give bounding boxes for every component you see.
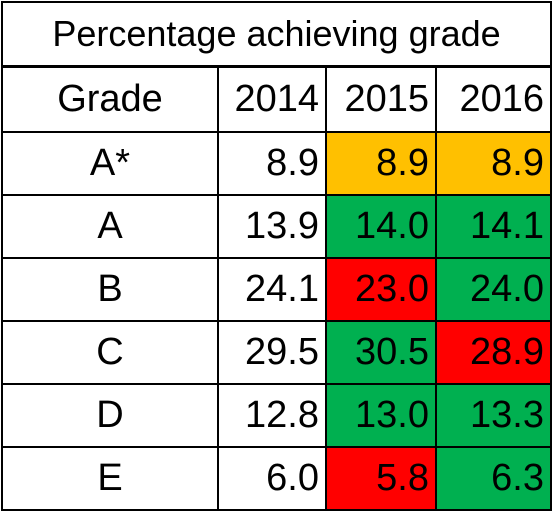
column-header-2014: 2014 [217,65,327,133]
table-row: A 13.9 14.0 14.1 [1,194,552,259]
value-cell-2015: 30.5 [325,320,437,385]
value-cell-2016: 14.1 [435,194,552,259]
value-cell-2016: 13.3 [435,383,552,448]
grade-cell: E [1,446,219,511]
grade-cell: D [1,383,219,448]
value-cell-2014: 24.1 [217,257,327,322]
value-cell-2016: 24.0 [435,257,552,322]
grade-cell: A [1,194,219,259]
column-header-grade: Grade [1,65,219,133]
value-cell-2015: 13.0 [325,383,437,448]
grade-cell: A* [1,131,219,196]
value-cell-2015: 23.0 [325,257,437,322]
value-cell-2014: 8.9 [217,131,327,196]
value-cell-2014: 13.9 [217,194,327,259]
table-title: Percentage achieving grade [1,1,552,68]
title-row: Percentage achieving grade [1,1,552,68]
table-row: D 12.8 13.0 13.3 [1,383,552,448]
value-cell-2015: 14.0 [325,194,437,259]
column-header-2015: 2015 [325,65,437,133]
grade-cell: B [1,257,219,322]
header-row: Grade 2014 2015 2016 [1,65,552,133]
value-cell-2014: 29.5 [217,320,327,385]
table-row: A* 8.9 8.9 8.9 [1,131,552,196]
table-body: A* 8.9 8.9 8.9 A 13.9 14.0 14.1 B 24.1 23.0 24.0 C 29… [1,131,552,511]
value-cell-2014: 12.8 [217,383,327,448]
value-cell-2015: 5.8 [325,446,437,511]
column-header-2016: 2016 [435,65,552,133]
table-row: C 29.5 30.5 28.9 [1,320,552,385]
value-cell-2015: 8.9 [325,131,437,196]
value-cell-2016: 28.9 [435,320,552,385]
grade-cell: C [1,320,219,385]
value-cell-2016: 6.3 [435,446,552,511]
table-row: B 24.1 23.0 24.0 [1,257,552,322]
value-cell-2016: 8.9 [435,131,552,196]
